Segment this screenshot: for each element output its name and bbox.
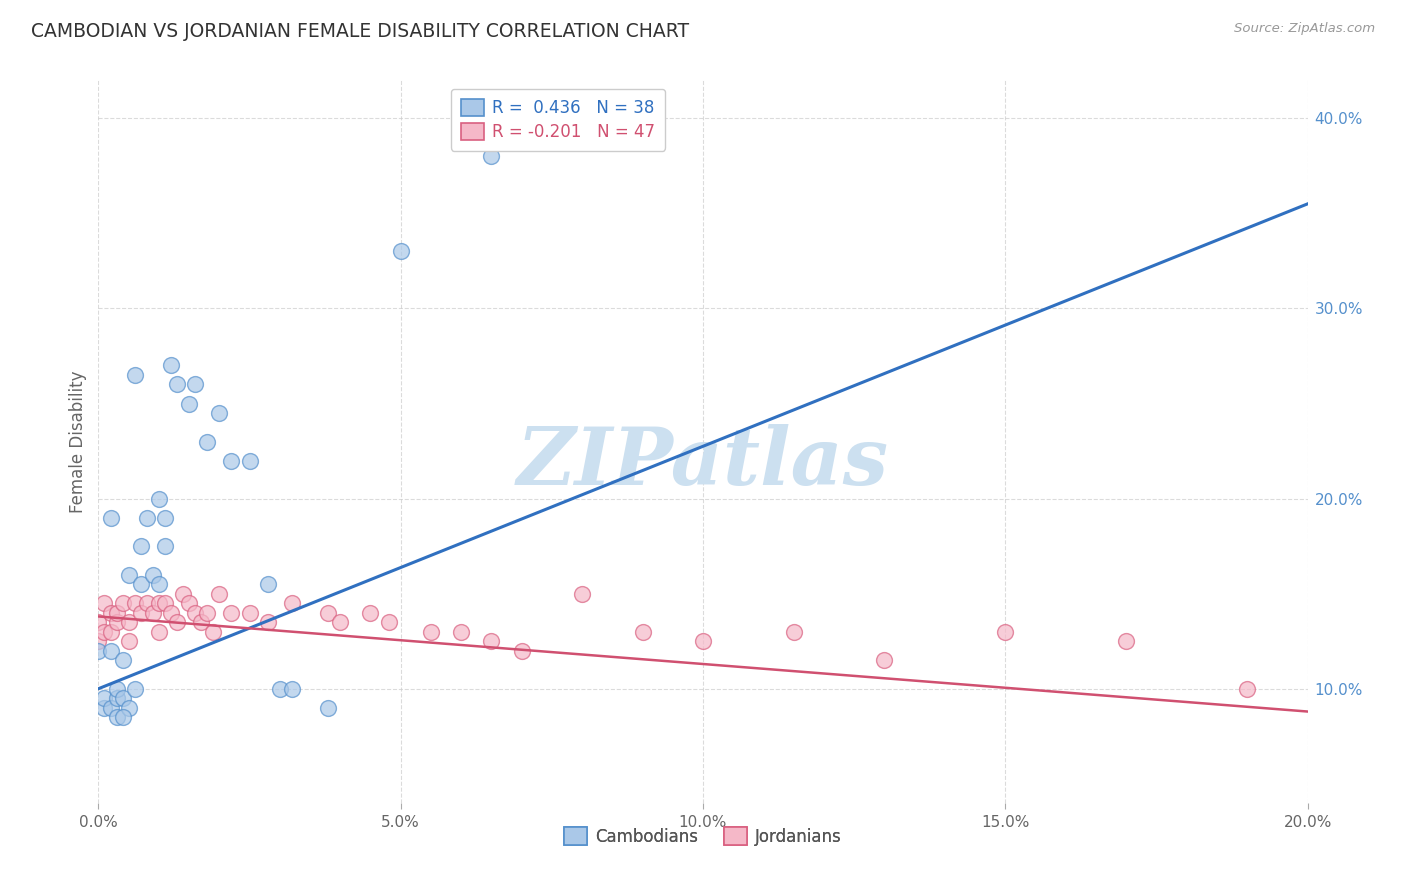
Point: [111, 596, 134, 610]
Point: [160, 606, 183, 620]
Point: [142, 567, 165, 582]
Point: [195, 434, 218, 449]
Point: [166, 377, 188, 392]
Point: [135, 510, 157, 524]
Point: [148, 596, 170, 610]
Point: [281, 596, 304, 610]
Point: [105, 681, 128, 696]
Point: [148, 577, 170, 591]
Point: [239, 606, 262, 620]
Text: CAMBODIAN VS JORDANIAN FEMALE DISABILITY CORRELATION CHART: CAMBODIAN VS JORDANIAN FEMALE DISABILITY…: [31, 22, 689, 41]
Point: [93, 700, 115, 714]
Point: [87, 643, 110, 657]
Point: [221, 453, 243, 467]
Point: [172, 587, 194, 601]
Point: [111, 691, 134, 706]
Point: [239, 453, 262, 467]
Point: [124, 596, 146, 610]
Point: [153, 510, 176, 524]
Point: [377, 615, 399, 630]
Point: [692, 634, 714, 648]
Point: [1236, 681, 1258, 696]
Point: [118, 634, 141, 648]
Point: [118, 615, 141, 630]
Point: [184, 377, 207, 392]
Point: [111, 710, 134, 724]
Point: [571, 587, 593, 601]
Point: [87, 615, 110, 630]
Point: [316, 700, 339, 714]
Point: [873, 653, 896, 667]
Point: [510, 643, 533, 657]
Point: [93, 691, 115, 706]
Point: [329, 615, 352, 630]
Point: [111, 653, 134, 667]
Point: [148, 624, 170, 639]
Point: [100, 643, 122, 657]
Point: [994, 624, 1017, 639]
Point: [481, 634, 503, 648]
Point: [129, 606, 152, 620]
Legend: Cambodians, Jordanians: Cambodians, Jordanians: [557, 821, 849, 852]
Point: [166, 615, 188, 630]
Point: [100, 700, 122, 714]
Point: [124, 368, 146, 382]
Point: [87, 634, 110, 648]
Point: [179, 396, 201, 410]
Point: [153, 539, 176, 553]
Point: [129, 539, 152, 553]
Point: [93, 624, 115, 639]
Point: [256, 615, 278, 630]
Point: [1115, 634, 1137, 648]
Point: [179, 596, 201, 610]
Text: ZIPatlas: ZIPatlas: [517, 425, 889, 502]
Point: [129, 577, 152, 591]
Point: [142, 606, 165, 620]
Point: [184, 606, 207, 620]
Point: [281, 681, 304, 696]
Y-axis label: Female Disability: Female Disability: [69, 370, 87, 513]
Point: [208, 587, 231, 601]
Point: [100, 606, 122, 620]
Point: [256, 577, 278, 591]
Point: [360, 606, 382, 620]
Point: [105, 615, 128, 630]
Point: [105, 606, 128, 620]
Point: [118, 700, 141, 714]
Point: [190, 615, 212, 630]
Point: [105, 710, 128, 724]
Point: [195, 606, 218, 620]
Point: [148, 491, 170, 506]
Point: [93, 596, 115, 610]
Point: [783, 624, 806, 639]
Point: [208, 406, 231, 420]
Point: [105, 691, 128, 706]
Point: [389, 244, 412, 259]
Point: [135, 596, 157, 610]
Point: [481, 149, 503, 163]
Point: [631, 624, 654, 639]
Text: Source: ZipAtlas.com: Source: ZipAtlas.com: [1234, 22, 1375, 36]
Point: [118, 567, 141, 582]
Point: [221, 606, 243, 620]
Point: [100, 624, 122, 639]
Point: [202, 624, 225, 639]
Point: [269, 681, 291, 696]
Point: [153, 596, 176, 610]
Point: [450, 624, 472, 639]
Point: [316, 606, 339, 620]
Point: [160, 359, 183, 373]
Point: [124, 681, 146, 696]
Point: [100, 510, 122, 524]
Point: [420, 624, 443, 639]
